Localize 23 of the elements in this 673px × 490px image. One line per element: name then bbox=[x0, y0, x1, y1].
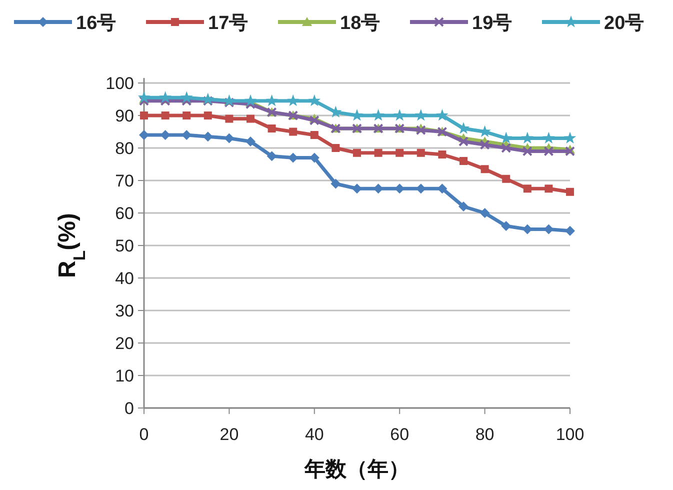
x-tick-label: 40 bbox=[304, 425, 324, 444]
y-tick-label: 80 bbox=[115, 139, 134, 158]
x-tick-label: 0 bbox=[139, 425, 149, 444]
x-tick-label: 100 bbox=[556, 425, 584, 444]
x-tick-label: 60 bbox=[390, 425, 410, 444]
y-tick-label: 90 bbox=[115, 106, 134, 126]
x-axis-title: 年数（年） bbox=[304, 458, 410, 481]
y-tick-label: 100 bbox=[106, 74, 134, 93]
legend-label: 19号 bbox=[472, 13, 512, 34]
legend-label: 16号 bbox=[76, 13, 116, 34]
legend-label: 18号 bbox=[340, 13, 380, 34]
y-tick-label: 40 bbox=[115, 269, 134, 288]
x-tick-label: 20 bbox=[220, 425, 239, 444]
y-tick-label: 50 bbox=[115, 236, 134, 256]
y-tick-label: 60 bbox=[115, 204, 134, 223]
y-tick-label: 20 bbox=[115, 334, 134, 353]
legend-label: 20号 bbox=[604, 13, 644, 34]
y-tick-label: 70 bbox=[115, 172, 134, 190]
legend-label: 17号 bbox=[208, 13, 248, 34]
x-tick-label: 80 bbox=[475, 425, 494, 444]
y-tick-label: 10 bbox=[115, 366, 134, 386]
y-tick-label: 30 bbox=[115, 302, 134, 320]
y-tick-label: 0 bbox=[124, 399, 134, 418]
